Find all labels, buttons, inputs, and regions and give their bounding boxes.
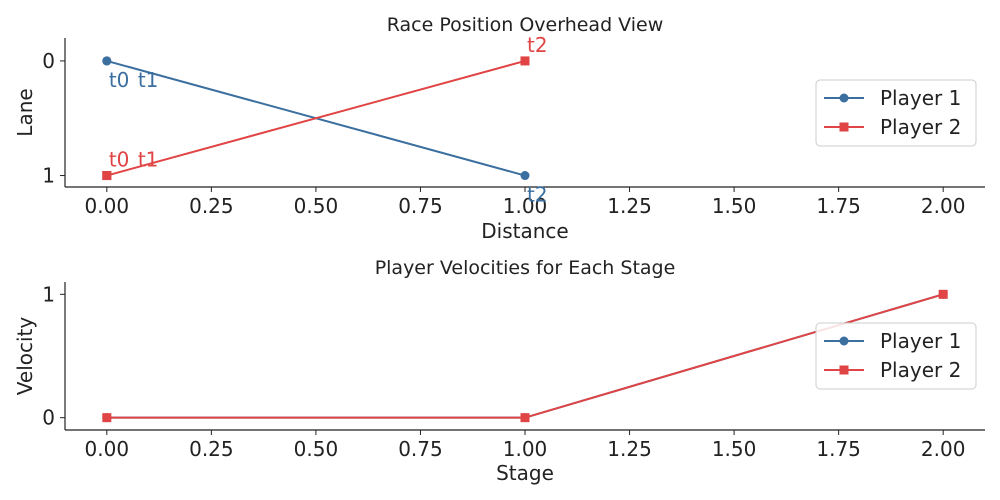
x-tick-label: 0.50 <box>294 194 339 218</box>
data-point <box>102 56 112 66</box>
series-player-2 <box>102 289 948 423</box>
series-player-1: t0 t1 t2 <box>102 56 548 207</box>
x-tick-label: 1.50 <box>712 437 757 461</box>
x-tick-label: 2.00 <box>921 194 966 218</box>
point-annotation: t1 <box>138 148 159 172</box>
x-tick-label: 0.50 <box>294 437 339 461</box>
legend: Player 1 Player 2 <box>815 79 977 147</box>
x-tick-label: 1.75 <box>816 194 861 218</box>
legend-marker <box>839 365 849 375</box>
x-tick-label: 1.25 <box>607 194 652 218</box>
legend-label: Player 2 <box>880 115 961 139</box>
data-point <box>520 413 530 423</box>
x-tick-label: 1.50 <box>712 194 757 218</box>
x-tick-label: 1.00 <box>503 437 548 461</box>
chart-player-velocities: Player Velocities for Each Stage 0.00 0.25… <box>13 257 985 485</box>
chart-title: Player Velocities for Each Stage <box>375 257 676 279</box>
x-tick-label: 0.00 <box>85 437 130 461</box>
y-axis-label: Lane <box>13 88 37 136</box>
point-annotation: t0 <box>109 68 130 92</box>
point-annotation: t2 <box>527 183 548 207</box>
x-tick-label: 1.00 <box>503 194 548 218</box>
point-annotation: t0 <box>109 148 130 172</box>
chart-race-position: Race Position Overhead View 0.00 0.25 0.50 0… <box>13 14 985 243</box>
legend-marker <box>839 93 849 103</box>
x-axis-label: Distance <box>481 219 568 243</box>
legend-marker <box>839 336 849 346</box>
x-tick-label: 0.75 <box>398 437 443 461</box>
legend-box <box>815 79 977 147</box>
data-point <box>520 171 530 181</box>
y-tick-label: 1 <box>42 282 55 306</box>
x-axis-label: Stage <box>496 461 554 485</box>
x-tick-label: 0.25 <box>189 437 234 461</box>
legend-box <box>815 322 977 390</box>
legend: Player 1 Player 2 <box>815 322 977 390</box>
data-point <box>520 56 530 66</box>
y-tick-label: 0 <box>42 49 55 73</box>
chart-title: Race Position Overhead View <box>387 14 664 36</box>
y-tick-label: 0 <box>42 406 55 430</box>
y-tick-label: 1 <box>42 164 55 188</box>
x-tick-label: 1.75 <box>816 437 861 461</box>
x-tick-label: 0.25 <box>189 194 234 218</box>
legend-label: Player 1 <box>880 329 961 353</box>
series-player-2: t0 t1 t2 <box>102 33 548 181</box>
x-tick-label: 2.00 <box>921 437 966 461</box>
data-point <box>102 171 112 181</box>
series-line <box>106 59 526 177</box>
data-point <box>102 413 112 423</box>
point-annotation: t1 <box>138 68 159 92</box>
x-tick-label: 0.75 <box>398 194 443 218</box>
x-tick-label: 1.25 <box>607 437 652 461</box>
x-tick-label: 0.00 <box>85 194 130 218</box>
legend-label: Player 2 <box>880 358 961 382</box>
data-point <box>938 289 948 299</box>
point-annotation: t2 <box>527 33 548 57</box>
y-axis-label: Velocity <box>13 317 37 396</box>
legend-marker <box>839 122 849 132</box>
legend-label: Player 1 <box>880 86 961 110</box>
